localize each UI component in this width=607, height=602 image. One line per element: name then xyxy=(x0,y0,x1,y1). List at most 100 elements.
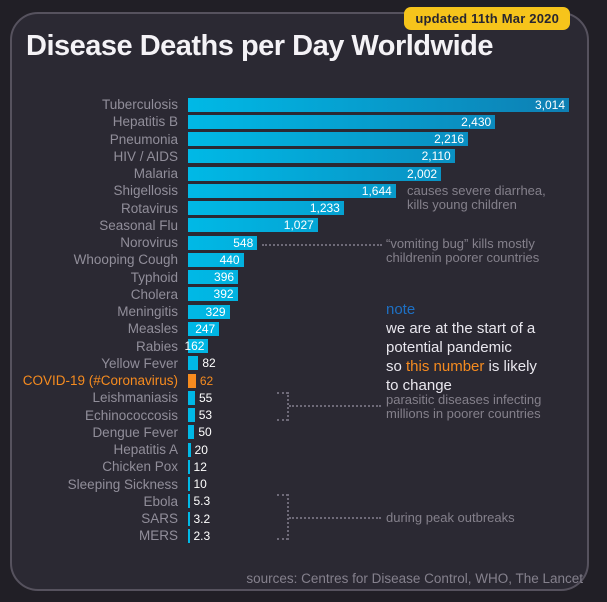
parasitic-bracket-line xyxy=(287,392,289,421)
bar-zone: 62 xyxy=(188,373,214,388)
bar-value: 2.3 xyxy=(193,528,211,543)
annotation-line: parasitic diseases infecting xyxy=(386,392,542,407)
bar-value: 3,014 xyxy=(534,97,565,112)
bar: 1,644 xyxy=(188,183,396,198)
bar-value: 162 xyxy=(184,339,205,354)
bar-value: 55 xyxy=(198,390,213,405)
annotation-shigellosis: causes severe diarrhea, kills young chil… xyxy=(407,184,546,211)
disease-label: Malaria xyxy=(133,166,178,182)
bar-zone: 162 xyxy=(184,339,209,354)
parasitic-connector-line xyxy=(289,405,381,407)
chart-row: Tuberculosis 3,014 xyxy=(0,96,607,113)
bar xyxy=(188,425,195,440)
bar xyxy=(188,390,195,405)
chart-row: SARS 3.2 xyxy=(0,510,607,527)
parasitic-bracket-tick xyxy=(277,392,288,394)
bar-zone: 1,644 xyxy=(188,183,396,198)
bar-zone: 548 xyxy=(188,235,258,250)
disease-label: Ebola xyxy=(143,493,178,509)
chart-row: Hepatitis B 2,430 xyxy=(0,113,607,130)
bar-value: 53 xyxy=(198,408,213,423)
disease-label: Dengue Fever xyxy=(92,424,178,440)
chart-row: MERS 2.3 xyxy=(0,527,607,544)
disease-label: HIV / AIDS xyxy=(113,148,178,164)
bar-value: 2,216 xyxy=(434,132,465,147)
bar-zone: 82 xyxy=(188,356,216,371)
chart-row: Norovirus 548 xyxy=(0,234,607,251)
disease-label: Seasonal Flu xyxy=(99,217,178,233)
disease-label: Leishmaniasis xyxy=(92,390,178,406)
disease-label: Yellow Fever xyxy=(101,355,178,371)
bar xyxy=(188,459,190,474)
bar-value: 548 xyxy=(233,235,254,250)
disease-label: COVID-19 (#Coronavirus) xyxy=(22,373,178,389)
bar-value: 62 xyxy=(199,373,214,388)
bar-value: 12 xyxy=(193,459,207,474)
disease-label: Sleeping Sickness xyxy=(67,476,178,492)
bar: 392 xyxy=(188,287,238,302)
disease-label: Tuberculosis xyxy=(101,97,178,113)
bar-zone: 53 xyxy=(188,408,213,423)
bar-zone: 2,430 xyxy=(188,114,496,129)
chart-row: Shigellosis 1,644 xyxy=(0,182,607,199)
page-title: Disease Deaths per Day Worldwide xyxy=(26,30,493,62)
disease-label: Chicken Pox xyxy=(102,459,178,475)
bar: 162 xyxy=(184,339,209,354)
bar-zone: 329 xyxy=(188,304,230,319)
chart-row: Cholera 392 xyxy=(0,286,607,303)
note-heading: note xyxy=(386,301,416,318)
bar: 2,110 xyxy=(188,149,455,164)
bar-zone: 3.2 xyxy=(188,511,210,526)
note-line: we are at the start of a xyxy=(386,320,536,337)
bar: 247 xyxy=(188,321,220,336)
outbreaks-bracket-line xyxy=(287,494,289,540)
bar-value: 1,233 xyxy=(309,201,340,216)
bar-value: 247 xyxy=(195,321,216,336)
parasitic-bracket-tick xyxy=(277,419,288,421)
bar: 2,002 xyxy=(188,166,442,181)
sources-text: sources: Centres for Disease Control, WH… xyxy=(246,571,583,586)
bar-value: 82 xyxy=(202,356,216,371)
chart-row: Measles 247 xyxy=(0,320,607,337)
chart-row: HIV / AIDS 2,110 xyxy=(0,148,607,165)
disease-label: Hepatitis B xyxy=(112,114,178,130)
bar-zone: 2,110 xyxy=(188,149,455,164)
bar xyxy=(188,373,196,388)
chart-row: Yellow Fever 82 xyxy=(0,355,607,372)
annotation-line: kills young children xyxy=(407,196,517,212)
disease-label: Whooping Cough xyxy=(73,252,178,268)
bar-zone: 20 xyxy=(188,442,208,457)
annotation-norovirus: “vomiting bug” kills mostly childrenin p… xyxy=(386,237,539,264)
chart-row: Chicken Pox 12 xyxy=(0,458,607,475)
chart-row: Whooping Cough 440 xyxy=(0,251,607,268)
chart-row: Pneumonia 2,216 xyxy=(0,131,607,148)
bar-value: 2,430 xyxy=(461,114,492,129)
bar-value: 50 xyxy=(198,425,212,440)
bar-zone: 12 xyxy=(188,459,207,474)
disease-label: Cholera xyxy=(130,286,178,302)
bar-zone: 55 xyxy=(188,390,213,405)
outbreaks-connector-line xyxy=(289,517,381,519)
bar-zone: 1,233 xyxy=(188,201,344,216)
bar-value: 1,027 xyxy=(283,218,314,233)
disease-label: MERS xyxy=(138,528,178,544)
bar-zone: 2,002 xyxy=(188,166,442,181)
annotation-line: “vomiting bug” kills mostly xyxy=(386,236,535,251)
bar-value: 5.3 xyxy=(193,494,211,509)
outbreaks-bracket-tick xyxy=(277,538,288,540)
chart-row: Typhoid 396 xyxy=(0,269,607,286)
bar: 1,233 xyxy=(188,201,344,216)
bar-value: 20 xyxy=(194,442,208,457)
disease-label: Norovirus xyxy=(120,235,178,251)
disease-label: Pneumonia xyxy=(109,131,178,147)
bar-zone: 3,014 xyxy=(188,97,569,112)
bar: 2,216 xyxy=(188,132,469,147)
annotation-parasitic: parasitic diseases infecting millions in… xyxy=(386,393,541,420)
bar: 548 xyxy=(188,235,258,250)
bar-zone: 10 xyxy=(188,477,207,492)
disease-label: Rabies xyxy=(135,338,178,354)
chart-row: COVID-19 (#Coronavirus) 62 xyxy=(0,372,607,389)
bar-value: 2,110 xyxy=(421,149,451,164)
note-line: to change xyxy=(386,377,452,394)
chart-row: Echinococcosis 53 xyxy=(0,407,607,424)
